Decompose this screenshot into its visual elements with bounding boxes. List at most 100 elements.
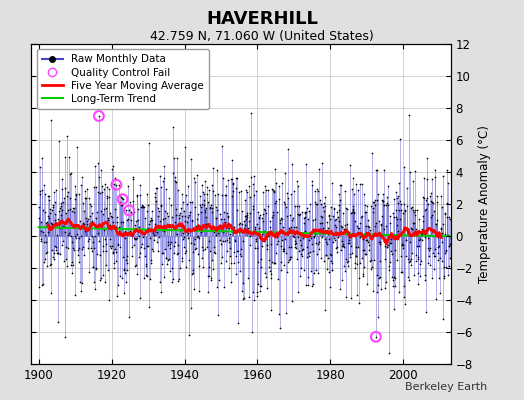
Point xyxy=(430,253,438,260)
Point xyxy=(409,209,418,216)
Point xyxy=(213,284,221,290)
Point xyxy=(289,233,298,240)
Point xyxy=(177,226,185,233)
Point xyxy=(39,281,48,287)
Point xyxy=(92,265,100,271)
Point xyxy=(202,221,210,228)
Point xyxy=(170,250,178,256)
Point xyxy=(183,183,192,189)
Point xyxy=(421,276,430,283)
Point xyxy=(440,272,448,279)
Point xyxy=(277,215,285,221)
Point xyxy=(72,192,80,198)
Point xyxy=(241,222,249,228)
Point xyxy=(337,223,345,230)
Point xyxy=(62,133,71,139)
Point xyxy=(185,257,193,263)
Point xyxy=(301,214,310,220)
Point xyxy=(89,238,97,245)
Point xyxy=(121,235,129,241)
Point xyxy=(245,293,254,300)
Point xyxy=(211,204,220,210)
Point xyxy=(422,176,431,182)
Point xyxy=(362,209,370,216)
Point xyxy=(425,253,433,259)
Point xyxy=(343,262,352,269)
Point xyxy=(169,155,178,161)
Point xyxy=(279,248,288,254)
Point xyxy=(188,218,196,224)
Point xyxy=(169,170,177,176)
Point xyxy=(184,234,192,241)
Point xyxy=(385,263,393,269)
Point xyxy=(178,213,186,220)
Point xyxy=(154,212,162,219)
Point xyxy=(56,224,64,231)
Point xyxy=(113,293,121,299)
Point xyxy=(205,273,213,279)
Point xyxy=(237,288,246,295)
Point xyxy=(328,260,336,266)
Point xyxy=(159,178,168,184)
Point xyxy=(302,209,310,216)
Point xyxy=(125,207,133,214)
Point xyxy=(389,274,398,280)
Point xyxy=(370,257,378,264)
Point xyxy=(443,167,451,174)
Point xyxy=(247,174,255,181)
Point xyxy=(373,166,381,173)
Point xyxy=(356,181,365,188)
Point xyxy=(37,219,46,226)
Point xyxy=(401,236,410,243)
Point xyxy=(266,275,275,281)
Point xyxy=(396,207,405,214)
Point xyxy=(148,217,156,223)
Point xyxy=(348,203,357,210)
Point xyxy=(344,258,353,264)
Point xyxy=(293,234,302,240)
Point xyxy=(362,237,370,244)
Point xyxy=(116,273,125,280)
Point xyxy=(177,204,185,211)
Point xyxy=(109,250,117,256)
Point xyxy=(390,196,398,202)
Point xyxy=(246,233,254,239)
Point xyxy=(276,216,284,223)
Point xyxy=(295,203,303,210)
Point xyxy=(208,204,216,211)
Point xyxy=(378,198,387,205)
Point xyxy=(208,208,216,215)
Point xyxy=(410,231,418,238)
Point xyxy=(290,188,298,194)
Point xyxy=(329,239,337,246)
Point xyxy=(341,222,349,228)
Point xyxy=(132,261,140,268)
Point xyxy=(332,216,341,222)
Point xyxy=(247,110,255,116)
Point xyxy=(204,238,213,244)
Point xyxy=(312,267,321,273)
Point xyxy=(310,270,318,276)
Point xyxy=(67,170,75,176)
Point xyxy=(154,224,162,230)
Point xyxy=(386,240,395,246)
Point xyxy=(171,174,179,180)
Point xyxy=(100,186,108,192)
Point xyxy=(324,230,332,237)
Point xyxy=(289,232,297,239)
Point xyxy=(41,256,49,262)
Point xyxy=(141,253,149,259)
Point xyxy=(112,249,120,256)
Point xyxy=(335,191,343,197)
Point xyxy=(66,206,74,212)
Point xyxy=(112,258,120,264)
Point xyxy=(306,201,314,207)
Point xyxy=(214,191,222,197)
Point xyxy=(394,200,402,206)
Point xyxy=(68,270,76,276)
Point xyxy=(379,198,387,204)
Point xyxy=(255,214,264,221)
Point xyxy=(215,226,223,233)
Point xyxy=(253,289,261,296)
Point xyxy=(383,200,391,206)
